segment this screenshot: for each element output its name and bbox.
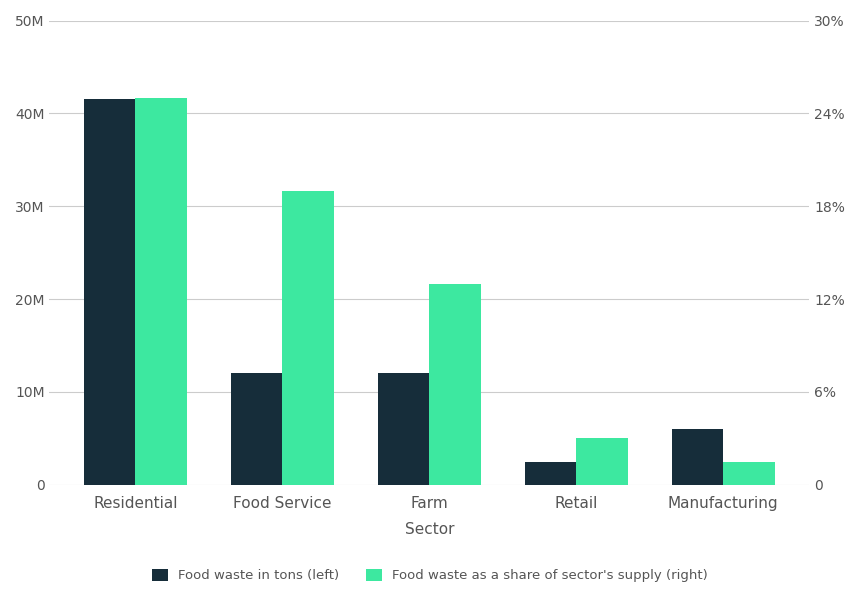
Bar [84,100,136,485]
X-axis label: Sector: Sector [404,522,454,537]
Bar [723,461,775,485]
Bar [576,439,628,485]
Bar [136,98,187,485]
Bar [231,373,282,485]
Bar [525,461,576,485]
Bar [672,429,723,485]
Legend: Food waste in tons (left), Food waste as a share of sector's supply (right): Food waste in tons (left), Food waste as… [147,563,713,587]
Bar [378,373,429,485]
Bar [429,284,481,485]
Bar [282,191,334,485]
